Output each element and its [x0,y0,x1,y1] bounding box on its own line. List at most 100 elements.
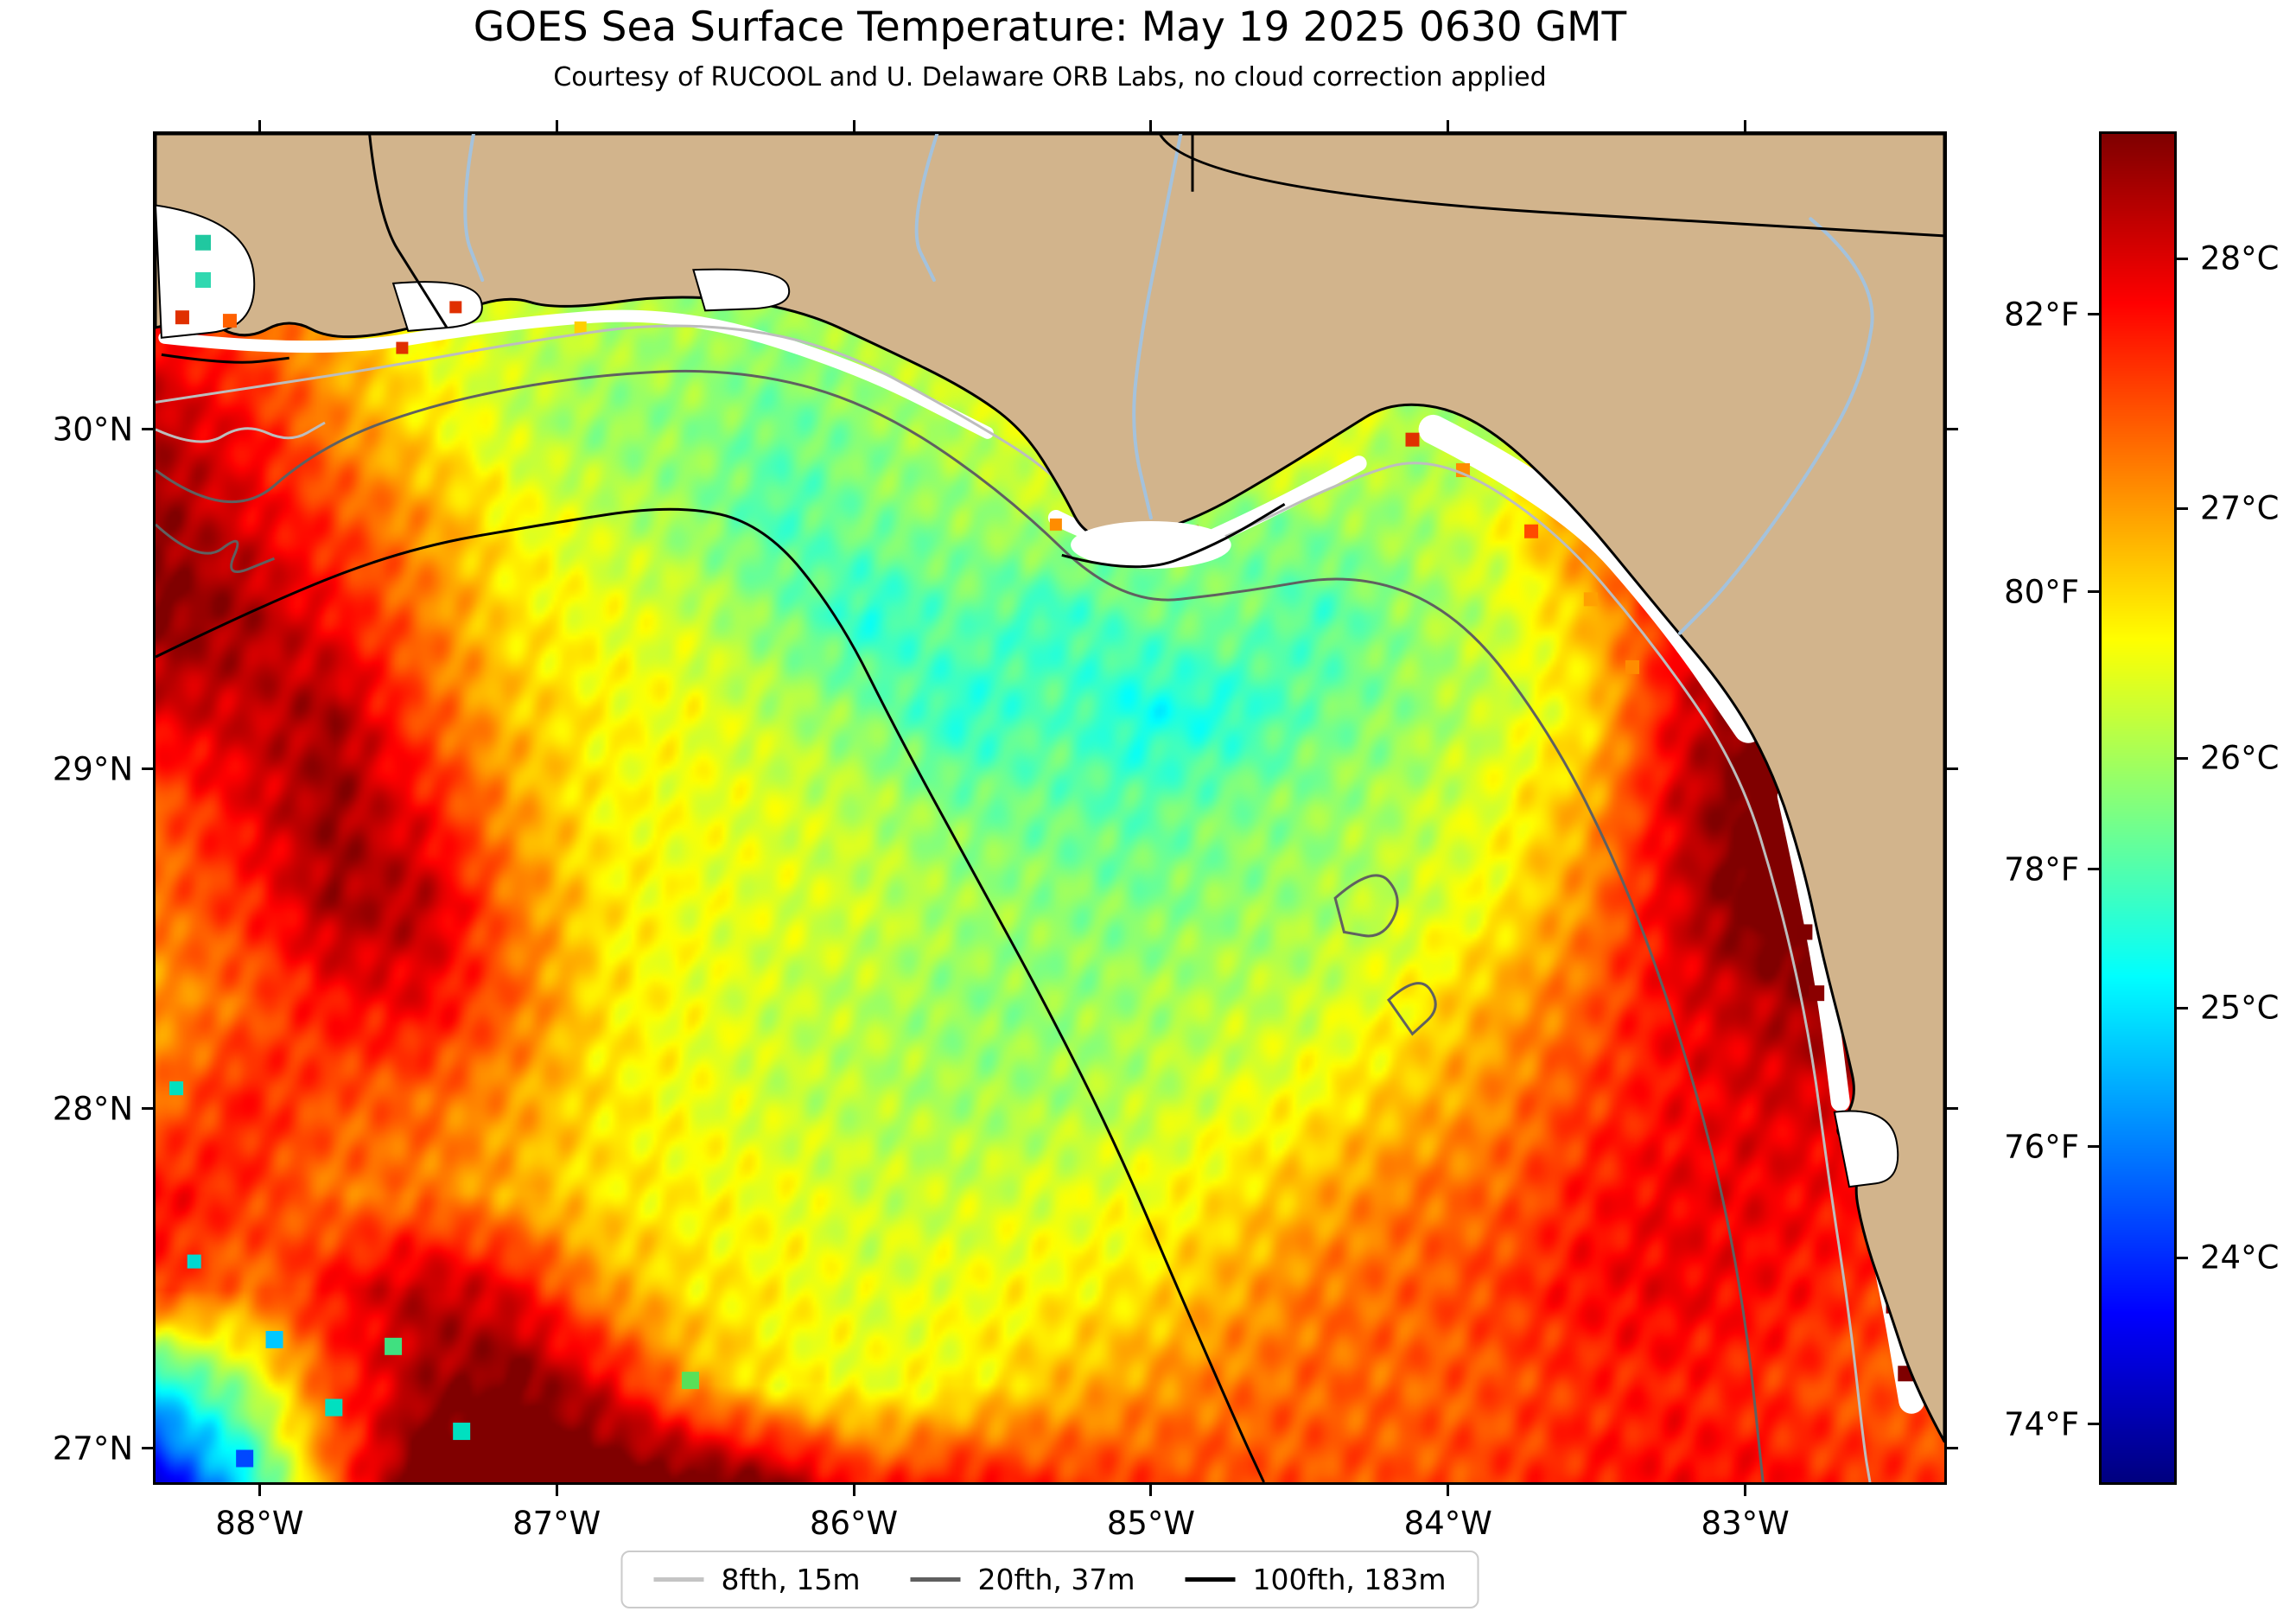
tick-mark [2088,868,2102,871]
sst-speckle [396,341,409,354]
lon-tick-label: 86°W [809,1505,899,1542]
sst-speckle [195,234,212,251]
sst-speckle [236,1449,254,1468]
bay [391,281,483,332]
tick-mark [852,120,855,134]
lon-tick-label: 88°W [215,1505,304,1542]
sst-speckle [1049,518,1062,531]
sst-speckle [1405,432,1420,447]
legend-line-swatch [653,1577,704,1582]
tick-mark [1447,1482,1450,1496]
river [1132,134,1183,519]
tick-mark [1149,120,1153,134]
lat-tick-label: 28°N [52,1090,133,1128]
map-overlay [156,134,1944,1482]
lagoon [1071,520,1231,569]
lon-tick-label: 83°W [1701,1505,1790,1542]
tick-mark [1944,428,1958,431]
sst-speckle [265,1330,283,1348]
sst-speckle [169,1081,184,1096]
legend-label: 100fth, 183m [1252,1563,1447,1596]
legend-item: 8fth, 15m [653,1563,861,1596]
sst-speckle [1524,524,1539,538]
tick-mark [142,428,156,431]
lat-tick-label: 27°N [52,1430,133,1468]
river [463,134,485,282]
sst-speckle [1809,985,1825,1002]
sst-speckle [1625,659,1639,674]
tick-mark [2174,257,2188,260]
lat-tick-label: 30°N [52,411,133,449]
legend-item: 100fth, 183m [1185,1563,1447,1596]
tick-mark [142,767,156,771]
tick-mark [2088,1145,2102,1149]
barrier-island [1061,503,1286,569]
tick-mark [2174,1256,2188,1259]
colorbar-canvas [2102,134,2174,1482]
sst-speckle [1797,924,1813,940]
bay [1833,1110,1899,1188]
lon-tick-label: 85°W [1106,1505,1195,1542]
sst-speckle [574,321,587,334]
tick-mark [1744,1482,1747,1496]
tick-mark [1944,1107,1958,1111]
tick-mark [1149,1482,1153,1496]
figure-title: GOES Sea Surface Temperature: May 19 202… [473,3,1627,51]
tick-mark [142,1107,156,1111]
lon-tick-label: 84°W [1403,1505,1492,1542]
sst-speckle [453,1423,471,1441]
no-data-band [158,309,994,439]
colorbar-celsius-label: 28°C [2200,239,2280,277]
colorbar-celsius-label: 25°C [2200,989,2280,1027]
sst-speckle [325,1398,343,1417]
tick-mark [2174,756,2188,760]
legend-item: 20fth, 37m [910,1563,1135,1596]
legend: 8fth, 15m 20fth, 37m 100fth, 183m [620,1551,1479,1608]
tick-mark [555,1482,558,1496]
colorbar-celsius-label: 26°C [2200,739,2280,777]
sst-speckle [195,271,212,288]
tick-mark [2088,313,2102,316]
legend-label: 20fth, 37m [977,1563,1135,1596]
contour-100fth [156,507,1265,1482]
tick-mark [1944,1447,1958,1450]
bay [156,204,256,339]
lon-tick-label: 87°W [512,1505,601,1542]
contour-20fth [1387,982,1437,1036]
tick-mark [2088,1423,2102,1426]
bay [692,268,791,312]
contour-20fth [156,369,1765,1482]
state-boundary [1158,134,1944,238]
sst-speckle [385,1337,403,1355]
tick-mark [258,1482,261,1496]
sst-speckle [222,314,237,328]
sst-speckle [175,310,189,325]
sst-speckle [187,1254,201,1269]
contour-20fth [156,523,276,573]
legend-line-swatch [1185,1577,1236,1582]
legend-line-swatch [910,1577,961,1582]
tick-mark [852,1482,855,1496]
contour-8fth [156,421,326,443]
tick-mark [2088,590,2102,594]
tick-mark [258,120,261,134]
map-area [156,134,1944,1482]
river [1678,217,1874,635]
river [914,134,939,282]
tick-mark [1944,767,1958,771]
contour-8fth [156,324,1872,1482]
tick-mark [1744,120,1747,134]
legend-label: 8fth, 15m [721,1563,861,1596]
contour-20fth [1333,874,1399,938]
lat-tick-label: 29°N [52,750,133,788]
tick-mark [142,1447,156,1450]
state-boundary [368,134,448,328]
tick-mark [555,120,558,134]
tick-mark [2174,1006,2188,1009]
barrier-island [161,353,289,364]
sst-speckle [1583,592,1598,607]
colorbar-celsius-label: 24°C [2200,1239,2280,1277]
tick-mark [2174,506,2188,510]
sst-speckle [681,1372,699,1390]
